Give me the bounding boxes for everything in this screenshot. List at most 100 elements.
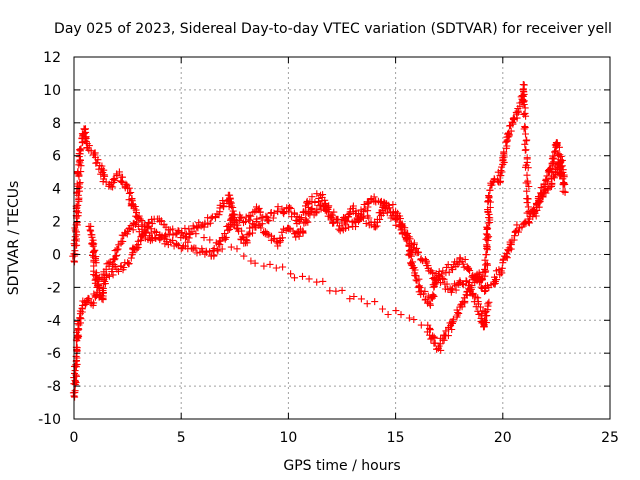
- data-point: [499, 259, 507, 267]
- data-point-cloud: [216, 197, 227, 212]
- data-point-cloud: [435, 334, 445, 354]
- x-tick-label: 25: [601, 430, 619, 446]
- data-point: [160, 221, 168, 229]
- data-point-cloud: [209, 240, 223, 260]
- data-point-cloud: [308, 190, 323, 206]
- data-point: [439, 267, 447, 275]
- data-point-cloud: [556, 156, 569, 196]
- data-point-cloud: [285, 203, 301, 228]
- data-point-cloud: [167, 236, 180, 250]
- data-point-cloud: [449, 258, 463, 274]
- data-point: [124, 259, 132, 267]
- data-point-cloud: [157, 217, 168, 228]
- data-point-cloud: [115, 168, 125, 185]
- data-point-cloud: [510, 105, 522, 123]
- data-point-cloud: [99, 274, 110, 304]
- y-tick-label: -2: [47, 280, 61, 296]
- data-point-cloud: [491, 256, 507, 287]
- data-point-cloud: [125, 184, 137, 210]
- data-point-cloud: [166, 224, 425, 329]
- data-point-cloud: [109, 247, 121, 269]
- y-tick-label: -8: [47, 379, 61, 395]
- data-point-cloud: [156, 223, 170, 240]
- data-point-cloud: [137, 219, 152, 245]
- data-point-cloud: [215, 234, 226, 245]
- data-point-cloud: [117, 173, 131, 192]
- data-point-cloud: [83, 295, 92, 307]
- y-tick-label: 12: [43, 50, 61, 66]
- data-point-cloud: [350, 206, 365, 231]
- data-point-cloud: [69, 354, 81, 401]
- y-tick-label: 4: [52, 182, 61, 198]
- data-point-cloud: [73, 145, 85, 191]
- data-point: [147, 229, 155, 237]
- data-point-cloud: [442, 261, 453, 277]
- data-point: [242, 218, 250, 226]
- data-point-cloud: [440, 285, 474, 344]
- data-point: [447, 288, 455, 296]
- y-axis-label: SDTVAR / TECUs: [6, 181, 22, 296]
- y-tick-label: 10: [43, 83, 61, 99]
- data-point-cloud: [392, 214, 410, 241]
- data-point-cloud: [465, 264, 479, 283]
- data-point-cloud: [230, 211, 247, 227]
- data-points: [69, 81, 569, 401]
- data-point-cloud: [296, 208, 314, 237]
- x-axis-label: GPS time / hours: [283, 458, 400, 474]
- data-point-cloud: [318, 191, 335, 222]
- x-tick-label: 10: [279, 430, 297, 446]
- data-point-cloud: [132, 218, 141, 228]
- data-point-cloud: [494, 156, 507, 186]
- data-point-cloud: [95, 292, 105, 301]
- data-point: [113, 171, 121, 179]
- data-point-cloud: [125, 241, 142, 268]
- data-point: [424, 321, 432, 329]
- data-point-cloud: [531, 190, 545, 220]
- data-point-cloud: [192, 244, 206, 257]
- data-point: [484, 300, 492, 308]
- data-point-cloud: [486, 177, 497, 194]
- data-point-cloud: [85, 142, 93, 154]
- x-tick-label: 20: [494, 430, 512, 446]
- data-point: [295, 232, 303, 240]
- data-point-cloud: [72, 326, 83, 355]
- grid-lines: [74, 57, 610, 419]
- data-point-cloud: [165, 225, 180, 239]
- data-point-cloud: [84, 294, 95, 308]
- x-tick-label: 0: [70, 430, 79, 446]
- data-point-cloud: [89, 240, 100, 279]
- x-tick-label: 5: [177, 430, 186, 446]
- data-point-cloud: [103, 258, 114, 270]
- data-point: [207, 214, 215, 222]
- data-point-cloud: [542, 162, 556, 186]
- data-point-cloud: [69, 218, 81, 266]
- data-point-cloud: [372, 197, 388, 211]
- series-trace-b: [69, 81, 569, 286]
- axis-ticks: 0 5 10 15 20 25 -10 -8 -6 -4 -2 0 2 4 6 8 10 12: [38, 50, 619, 446]
- data-point-cloud: [340, 214, 356, 231]
- chart-title: Day 025 of 2023, Sidereal Day-to-day VTE…: [54, 21, 612, 37]
- data-point-cloud: [274, 203, 291, 218]
- data-point-cloud: [491, 176, 502, 184]
- y-tick-label: 8: [52, 116, 61, 132]
- data-point-cloud: [432, 268, 446, 284]
- data-point-cloud: [519, 86, 533, 226]
- data-point-cloud: [220, 196, 232, 210]
- data-point-cloud: [175, 227, 187, 242]
- data-point-cloud: [221, 212, 236, 243]
- data-point-cloud: [457, 277, 471, 289]
- plot-frame: [73, 56, 611, 420]
- data-point-cloud: [148, 215, 163, 228]
- data-point-cloud: [423, 257, 437, 282]
- data-point-cloud: [242, 220, 260, 247]
- y-tick-label: 6: [52, 149, 61, 165]
- data-point-cloud: [421, 287, 432, 307]
- data-point-cloud: [431, 339, 441, 353]
- data-point: [520, 81, 528, 89]
- data-point-cloud: [360, 195, 378, 215]
- data-point-cloud: [141, 232, 154, 245]
- series-trace-c: [85, 215, 493, 354]
- data-point-cloud: [480, 298, 493, 330]
- y-tick-label: -10: [38, 412, 61, 428]
- data-point-cloud: [89, 290, 98, 309]
